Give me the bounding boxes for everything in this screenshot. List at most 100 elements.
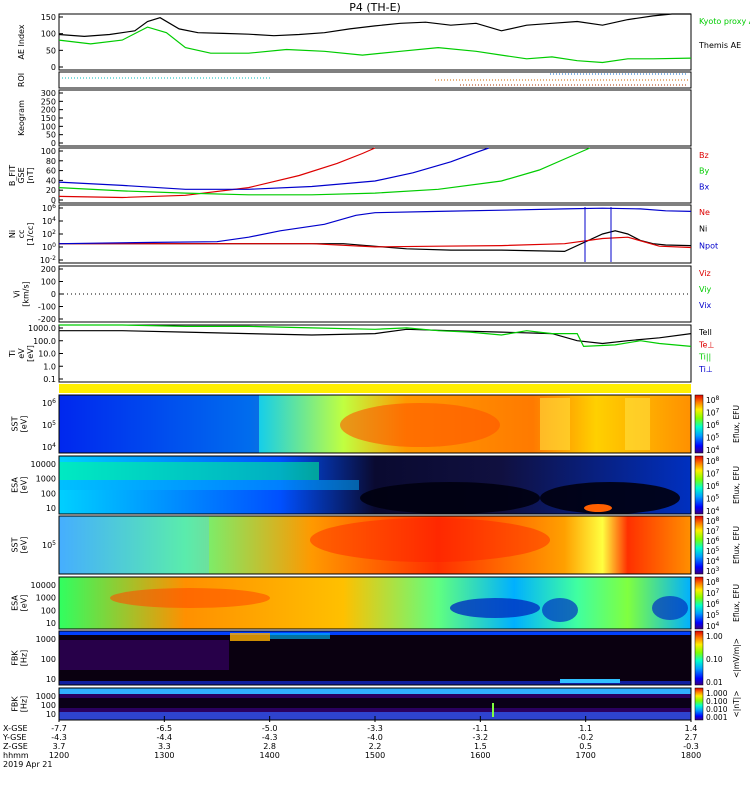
- ytick-label: 100: [41, 122, 56, 131]
- ytick-label: -100: [38, 303, 56, 312]
- colorbar-tick: 107: [706, 588, 720, 598]
- legend-entry: Bz: [699, 151, 709, 160]
- xtick-label: -4.0: [367, 733, 383, 742]
- colorbar-gradient: [694, 576, 704, 630]
- colorbar-tick: 108: [706, 577, 720, 587]
- colorbar-tick: 105: [706, 433, 720, 443]
- series-line: [59, 236, 692, 249]
- legend-entry: Viz: [699, 269, 711, 278]
- ylabel-text: AE Index: [17, 24, 26, 59]
- colorbar-1: 108 107 106 105 104 Eflux, EFU: [694, 394, 741, 455]
- ytick-label: 20: [46, 186, 56, 195]
- ytick-label: 50: [46, 131, 56, 140]
- ylabel-text: Ni: [8, 230, 17, 238]
- ylabel-text: Vi: [13, 290, 22, 298]
- colorbar-label: Eflux, EFU: [732, 584, 741, 622]
- panel-ylabel: Ti eV [eV]: [8, 345, 35, 362]
- spectrogram-ylabel: SST [eV]: [11, 537, 29, 554]
- series-line: [59, 328, 692, 345]
- colorbar-tick: 0.100: [706, 697, 728, 706]
- ylabel-text: FBK: [11, 696, 20, 712]
- legend-entry: Ti||: [698, 353, 711, 362]
- colorbar-tick: 106: [706, 481, 720, 491]
- ytick-label: 200: [41, 106, 56, 115]
- ytick-label: 40: [46, 176, 56, 185]
- ytick-label: 10-2: [40, 255, 56, 265]
- colorbar-tick: 1.00: [706, 632, 723, 641]
- xtick-label: 1.5: [474, 742, 487, 751]
- colorbar-tick: 107: [706, 469, 720, 479]
- ylabel-text: FBK: [11, 650, 20, 666]
- esa-electron-spectrogram: [59, 456, 691, 514]
- ytick-label: 10: [46, 619, 56, 628]
- colorbar-tick: 105: [706, 546, 720, 556]
- xtick-label: -0.3: [683, 742, 699, 751]
- ytick-label: 0: [51, 139, 56, 148]
- ytick-label: 100.0: [33, 337, 56, 346]
- xtick-label: 1200: [49, 751, 69, 760]
- xtick-label: -7.7: [51, 724, 67, 733]
- yellow-bar: [59, 384, 691, 393]
- series-line: [59, 230, 692, 253]
- ylabel-text: [eV]: [20, 595, 29, 612]
- ytick-label: 1000: [36, 692, 56, 701]
- ytick-label: 0: [51, 196, 56, 205]
- panel-frame: [58, 13, 692, 71]
- ytick-label: 200: [41, 265, 56, 274]
- ytick-label: 10: [46, 675, 56, 684]
- ylabel-text: GSE: [17, 167, 26, 183]
- ytick-label: 0: [51, 290, 56, 299]
- ytick-label: 106: [42, 203, 56, 213]
- ylabel-text: [eV]: [20, 537, 29, 554]
- colorbar-tick: 105: [706, 494, 720, 504]
- ytick-label: 102: [42, 229, 56, 239]
- spectrogram-5: FBK [Hz] 1000 100 10: [11, 630, 692, 686]
- colorbar-gradient: [694, 455, 704, 515]
- ytick-label: 10000: [31, 581, 56, 590]
- legend-entry: Viy: [699, 285, 712, 294]
- xtick-label: 1700: [575, 751, 595, 760]
- ylabel-text: SST: [11, 537, 20, 552]
- xtick-label: 1600: [470, 751, 490, 760]
- colorbar-tick: 106: [706, 420, 720, 430]
- panel-ylabel: ROI: [17, 73, 26, 87]
- legend-entry: Tell: [698, 328, 712, 337]
- ytick-label: 105: [42, 420, 56, 430]
- panel-ylabel: Keogram: [17, 100, 26, 136]
- colorbar-gradient: [694, 687, 704, 721]
- spectrogram-panels: [59, 384, 691, 720]
- ytick-label: 300: [41, 89, 56, 98]
- xtick-label: -1.1: [473, 724, 489, 733]
- legend-entry: Kyoto proxy AE: [699, 17, 750, 26]
- ytick-label: 100: [41, 606, 56, 615]
- legend-entry: Npot: [699, 241, 718, 250]
- xtick-label: -4.4: [157, 733, 173, 742]
- panel-2: ROI: [17, 71, 692, 89]
- colorbar-label: Eflux, EFU: [732, 466, 741, 504]
- series-line: [58, 26, 692, 64]
- ylabel-text: Ti: [8, 350, 17, 358]
- colorbar-tick: 107: [706, 526, 720, 536]
- spectrogram-ylabel: SST [eV]: [11, 416, 29, 433]
- colorbar-tick: 106: [706, 599, 720, 609]
- colorbar-label-text: Eflux, EFU: [732, 405, 741, 443]
- ylabel-text: ROI: [17, 73, 26, 87]
- panel-1: AE Index 150 100 50 0 Kyoto proxy AE Themis AE: [17, 13, 750, 72]
- ylabel-text: B_FIT: [8, 165, 17, 186]
- colorbar-tick: 0.01: [706, 678, 723, 687]
- colorbar-label: <|mV/m|>: [732, 638, 741, 678]
- colorbar-gradient: [694, 394, 704, 454]
- colorbar-tick: 104: [706, 621, 720, 631]
- spectrogram-2: ESA [eV]10000 1000 100 10: [11, 455, 692, 515]
- ytick-label: 1000: [36, 635, 56, 644]
- spectrogram-frame: [58, 455, 692, 515]
- panel-7: Ti eV [eV] 1000.0 100.0 10.0 1.0 0.1 Tell Te⊥ Ti||…: [8, 324, 714, 384]
- panel-frame: [58, 71, 692, 89]
- ylabel-text: [eV]: [20, 416, 29, 433]
- panel-6: Vi [km/s] 200 100 0 -100 -200 Viz Viy Vix: [13, 265, 712, 324]
- xtick-label: -4.3: [262, 733, 278, 742]
- spectrogram-frame: [58, 515, 692, 575]
- fbk-bfield-spectrogram: [59, 688, 691, 720]
